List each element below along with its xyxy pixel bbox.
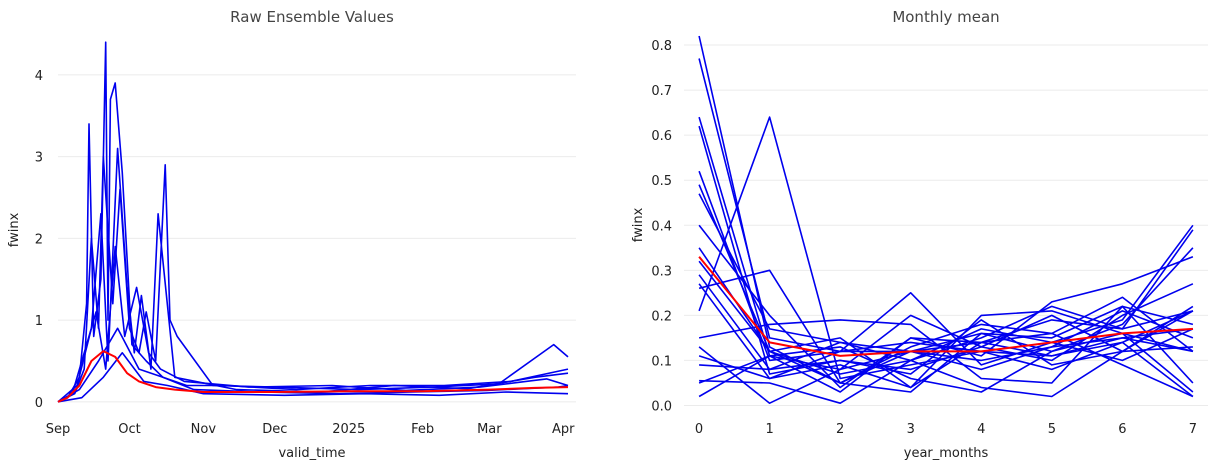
x-tick-label: Sep: [46, 422, 71, 437]
x-tick-label: 6: [1118, 422, 1126, 437]
y-tick-label: 0.2: [651, 309, 672, 324]
ensemble-member-line: [698, 269, 1194, 393]
ensemble-member-line: [698, 314, 1193, 405]
x-tick-label: 2: [836, 422, 844, 437]
y-tick-label: 0: [35, 396, 43, 411]
x-tick-label: 1: [765, 422, 773, 437]
y-tick-label: 3: [35, 151, 43, 166]
ensemble-member-line: [57, 147, 569, 403]
y-tick-label: 0.7: [651, 84, 672, 99]
chart-title: Monthly mean: [892, 8, 999, 26]
x-tick-label: Mar: [477, 422, 502, 437]
x-tick-label: 0: [695, 422, 703, 437]
x-tick-label: Oct: [118, 422, 140, 437]
y-tick-label: 4: [35, 69, 43, 84]
ensemble-member-line: [698, 116, 1194, 380]
y-tick-label: 0.8: [651, 39, 672, 54]
x-axis-label: valid_time: [278, 446, 345, 461]
ensemble-mean-line: [57, 350, 569, 403]
y-axis-label: fwinx: [631, 207, 646, 242]
monthly-mean-chart: Monthly mean year_months fwinx 0.0 0.1 0.2…: [631, 8, 1208, 461]
x-tick-label: Feb: [411, 422, 434, 437]
ensemble-member-line: [698, 35, 1194, 384]
y-tick-label: 0.1: [651, 354, 672, 369]
x-tick-label: 7: [1189, 422, 1197, 437]
x-tick-label: Apr: [552, 422, 575, 437]
ensemble-member-line: [57, 41, 569, 403]
x-tick-label: 5: [1048, 422, 1056, 437]
ensemble-member-line: [57, 245, 569, 403]
ensemble-mean-line: [698, 256, 1193, 357]
ensemble-member-line: [698, 247, 1194, 384]
y-tick-label: 1: [35, 314, 43, 329]
raw-ensemble-chart: Raw Ensemble Values valid_time fwinx 0 1 2…: [7, 8, 576, 461]
x-tick-label: Dec: [262, 422, 287, 437]
ensemble-member-line: [698, 184, 1194, 375]
ensemble-member-line: [699, 310, 1194, 405]
x-axis-label: year_months: [904, 446, 989, 461]
y-tick-label: 0.0: [651, 399, 672, 414]
ensemble-member-line: [698, 283, 1194, 380]
y-tick-label: 2: [35, 232, 43, 247]
ensemble-member-line: [699, 328, 1194, 371]
ensemble-member-line: [698, 125, 1194, 375]
y-tick-label: 0.6: [651, 129, 672, 144]
ensemble-member-line: [698, 337, 1194, 398]
ensemble-member-line: [698, 58, 1194, 398]
x-tick-label: 2025: [332, 422, 365, 437]
ensemble-member-line: [698, 170, 1194, 366]
y-tick-label: 0.4: [651, 219, 672, 234]
x-tick-label: Nov: [191, 422, 217, 437]
y-tick-label: 0.3: [651, 264, 672, 279]
ensemble-member-line: [698, 274, 1194, 375]
x-tick-label: 3: [907, 422, 915, 437]
y-tick-label: 0.5: [651, 174, 672, 189]
chart-title: Raw Ensemble Values: [230, 8, 394, 26]
x-tick-label: 4: [977, 422, 985, 437]
ensemble-member-line: [57, 155, 569, 403]
ensemble-member-line: [698, 260, 1194, 393]
y-axis-label: fwinx: [7, 212, 22, 247]
ensemble-member-line: [698, 332, 1194, 393]
